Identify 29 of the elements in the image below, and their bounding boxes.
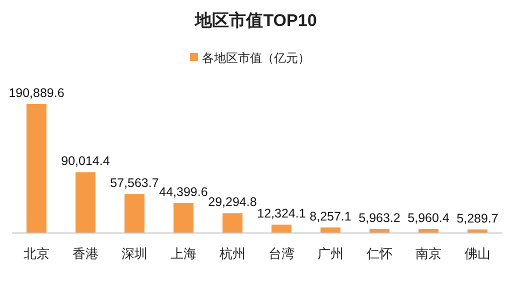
x-tick-label: 广州 bbox=[318, 246, 344, 261]
x-tick-label: 北京 bbox=[24, 246, 50, 261]
x-tick-label: 南京 bbox=[416, 246, 442, 261]
x-tick-label: 佛山 bbox=[464, 246, 490, 261]
chart-title: 地区市值TOP10 bbox=[194, 11, 317, 30]
bar bbox=[272, 224, 292, 233]
bar bbox=[320, 227, 340, 233]
x-tick-label: 香港 bbox=[72, 246, 98, 261]
data-label: 44,399.6 bbox=[159, 184, 208, 199]
legend: 各地区市值（亿元） bbox=[190, 51, 310, 65]
bar bbox=[26, 104, 46, 233]
data-label: 5,289.7 bbox=[456, 211, 498, 226]
x-tick-label: 杭州 bbox=[218, 246, 246, 261]
x-tick-label: 深圳 bbox=[122, 246, 148, 261]
bar bbox=[76, 172, 96, 233]
bar bbox=[124, 194, 144, 233]
bar bbox=[222, 213, 242, 233]
x-tick-label: 上海 bbox=[170, 246, 196, 261]
data-label: 8,257.1 bbox=[310, 209, 352, 224]
data-label: 5,963.2 bbox=[358, 210, 400, 225]
data-label: 90,014.4 bbox=[61, 154, 110, 168]
data-label: 57,563.7 bbox=[110, 176, 159, 190]
x-tick-label: 仁怀 bbox=[366, 246, 392, 261]
data-label: 29,294.8 bbox=[208, 195, 257, 210]
x-tick-label: 台湾 bbox=[268, 246, 294, 261]
data-label: 5,960.4 bbox=[408, 210, 450, 225]
data-label: 12,324.1 bbox=[257, 206, 306, 221]
bar bbox=[174, 202, 194, 233]
data-label: 190,889.6 bbox=[8, 86, 64, 100]
